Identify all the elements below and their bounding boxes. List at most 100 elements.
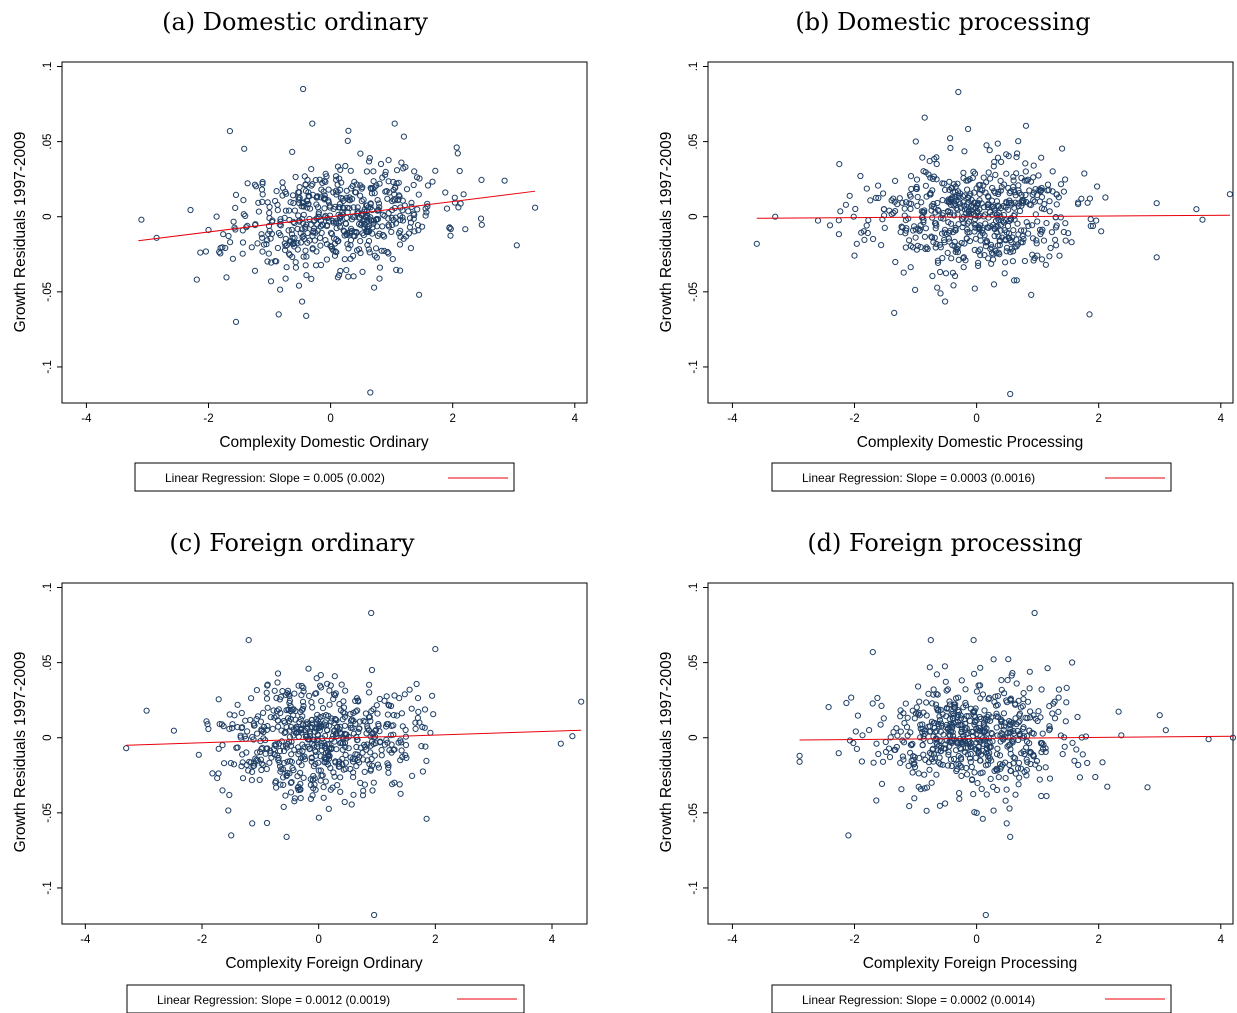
scatter-point bbox=[990, 783, 997, 791]
scatter-point bbox=[1226, 191, 1234, 198]
scatter-point bbox=[878, 780, 886, 788]
scatter-point bbox=[950, 181, 958, 188]
scatter-point bbox=[371, 911, 378, 919]
scatter-point bbox=[935, 723, 942, 730]
scatter-point bbox=[385, 769, 392, 776]
y-axis-label: Growth Residuals 1997-2009 bbox=[658, 132, 675, 333]
scatter-point bbox=[376, 230, 383, 237]
scatter-point bbox=[295, 783, 302, 790]
plot-frame bbox=[61, 61, 588, 404]
scatter-point bbox=[966, 755, 974, 762]
scatter-point bbox=[753, 240, 760, 247]
scatter-point bbox=[1033, 237, 1040, 244]
scatter-point bbox=[220, 231, 227, 238]
scatter-point bbox=[964, 744, 972, 751]
scatter-point bbox=[907, 173, 915, 180]
scatter-point bbox=[277, 781, 284, 788]
scatter-point bbox=[1010, 177, 1017, 184]
scatter-point bbox=[325, 199, 332, 206]
scatter-point bbox=[982, 911, 989, 919]
scatter-point bbox=[975, 224, 983, 231]
scatter-point bbox=[912, 234, 919, 241]
scatter-point bbox=[321, 205, 328, 212]
scatter-point bbox=[958, 764, 965, 771]
scatter-point bbox=[231, 712, 238, 719]
scatter-point bbox=[949, 188, 957, 195]
scatter-point bbox=[954, 245, 961, 252]
scatter-point bbox=[1053, 222, 1060, 229]
scatter-point bbox=[378, 752, 385, 759]
scatter-point bbox=[984, 713, 991, 721]
scatter-point bbox=[964, 771, 971, 778]
scatter-point bbox=[291, 798, 298, 805]
scatter-point bbox=[288, 226, 295, 233]
scatter-point bbox=[904, 714, 911, 721]
legend-box bbox=[134, 462, 515, 492]
scatter-point bbox=[950, 282, 957, 289]
scatter-point bbox=[357, 150, 364, 157]
legend-label: Linear Regression: Slope = 0.005 (0.002) bbox=[165, 471, 385, 485]
scatter-point bbox=[994, 154, 1002, 161]
scatter-point bbox=[295, 744, 302, 751]
scatter-point bbox=[388, 702, 395, 710]
y-tick-label: .05 bbox=[42, 655, 54, 671]
scatter-point bbox=[958, 728, 965, 735]
scatter-point bbox=[363, 168, 370, 175]
scatter-point bbox=[930, 686, 937, 693]
scatter-point bbox=[897, 229, 904, 236]
scatter-points bbox=[123, 609, 585, 919]
scatter-point bbox=[937, 748, 944, 755]
scatter-point bbox=[880, 206, 888, 213]
scatter-point bbox=[914, 193, 921, 201]
panel-title: (b) Domestic processing bbox=[795, 8, 1090, 36]
scatter-point bbox=[356, 246, 363, 253]
scatter-point bbox=[249, 820, 256, 827]
scatter-point bbox=[1021, 227, 1028, 234]
scatter-point bbox=[241, 733, 248, 740]
scatter-point bbox=[1023, 219, 1030, 226]
scatter-point bbox=[384, 760, 391, 767]
scatter-point bbox=[391, 779, 398, 786]
scatter-point bbox=[916, 698, 923, 705]
scatter-point bbox=[1014, 150, 1021, 157]
scatter-point bbox=[342, 759, 349, 766]
scatter-point bbox=[384, 195, 391, 202]
scatter-point bbox=[170, 727, 177, 734]
scatter-point bbox=[341, 256, 348, 263]
scatter-point bbox=[296, 184, 303, 191]
scatter-point bbox=[994, 701, 1001, 709]
scatter-point bbox=[984, 224, 991, 231]
scatter-point bbox=[1087, 216, 1094, 223]
scatter-point bbox=[1052, 236, 1059, 243]
scatter-point bbox=[1205, 736, 1212, 743]
scatter-point bbox=[911, 223, 918, 230]
x-tick-label: -4 bbox=[727, 413, 738, 425]
scatter-point bbox=[369, 224, 376, 231]
scatter-point bbox=[861, 236, 868, 243]
scatter-point bbox=[342, 687, 349, 694]
scatter-point bbox=[385, 178, 392, 185]
y-tick-label: -.1 bbox=[688, 881, 700, 894]
scatter-point bbox=[367, 717, 374, 725]
scatter-point bbox=[337, 218, 344, 225]
scatter-point bbox=[328, 715, 335, 722]
scatter-point bbox=[393, 712, 400, 719]
scatter-point bbox=[1007, 726, 1014, 733]
scatter-point bbox=[354, 707, 361, 714]
scatter-point bbox=[350, 774, 357, 781]
scatter-point bbox=[323, 223, 330, 230]
scatter-point bbox=[996, 752, 1004, 759]
scatter-point bbox=[1000, 212, 1008, 219]
scatter-point bbox=[958, 772, 965, 780]
scatter-point bbox=[287, 789, 295, 796]
scatter-point bbox=[993, 766, 1000, 773]
scatter-point bbox=[220, 723, 227, 730]
scatter-point bbox=[1086, 311, 1093, 318]
scatter-point bbox=[1006, 217, 1013, 225]
y-tick-label: .05 bbox=[688, 655, 700, 671]
scatter-point bbox=[922, 169, 929, 176]
scatter-point bbox=[309, 704, 316, 711]
scatter-point bbox=[335, 211, 342, 218]
scatter-point bbox=[395, 196, 402, 203]
scatter-point bbox=[337, 194, 345, 202]
